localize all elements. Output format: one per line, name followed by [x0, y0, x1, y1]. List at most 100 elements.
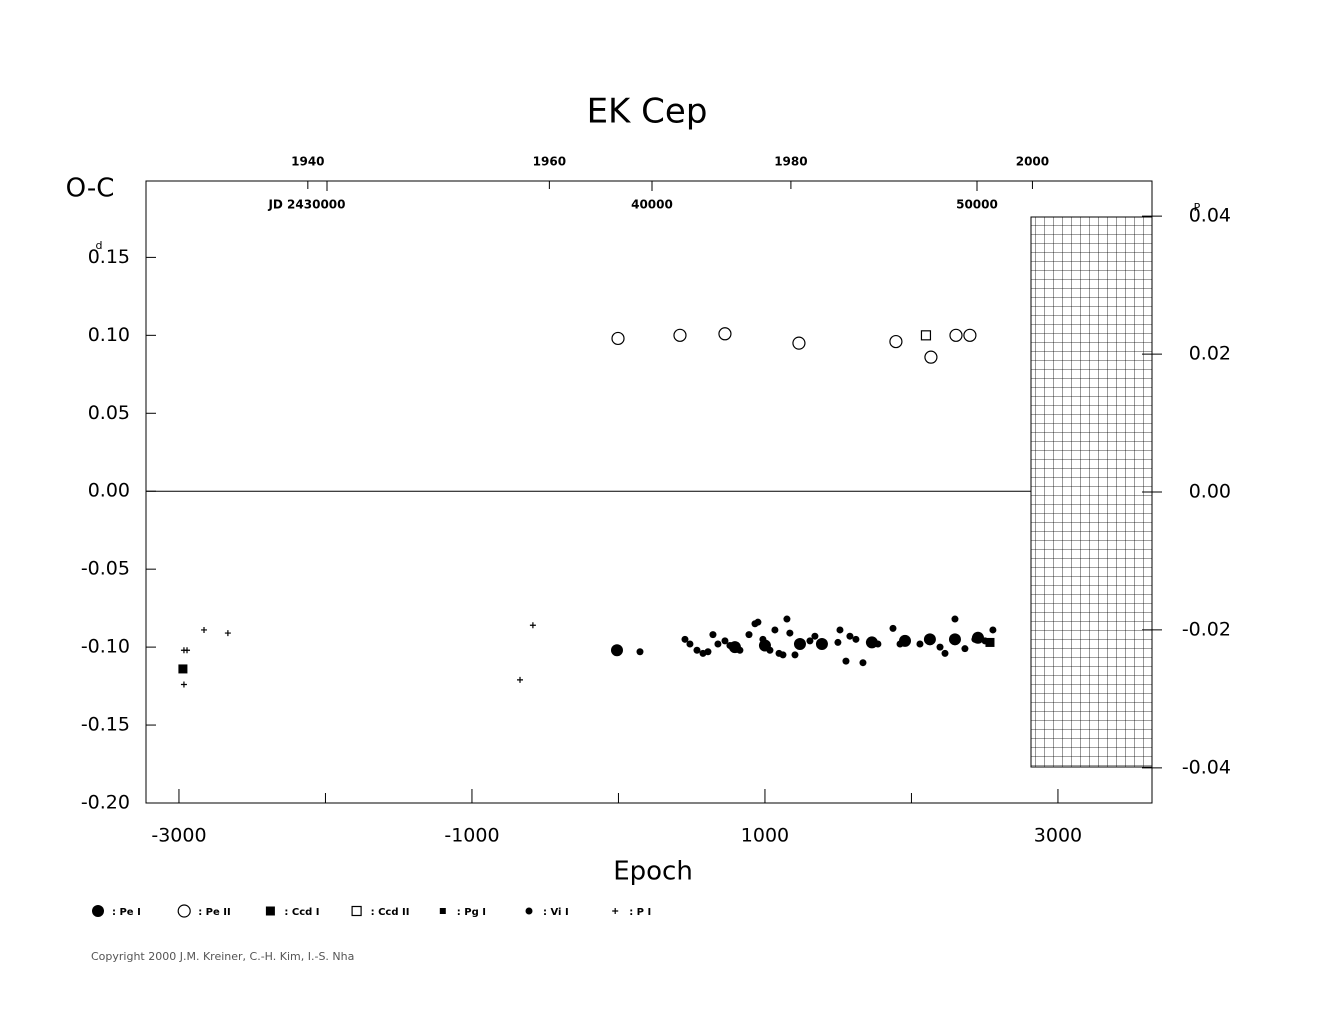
data-point [779, 651, 787, 659]
y-tick-label: -0.05 [81, 558, 130, 580]
legend-marker [265, 906, 275, 916]
legend-label: : P I [629, 907, 651, 918]
data-point [754, 618, 762, 626]
legend-marker [351, 905, 362, 917]
data-point [718, 327, 732, 341]
y-tick-label: 0.05 [88, 402, 130, 424]
year-tick-label: 1940 [291, 155, 324, 169]
y2-tick-label: -0.04 [1182, 756, 1231, 778]
y-tick-label: 0.15 [88, 246, 130, 268]
data-point [889, 624, 897, 632]
jd-tick-label: JD 2430000 [267, 198, 345, 212]
data-point [936, 643, 944, 651]
data-point [745, 631, 753, 639]
data-point [842, 657, 850, 665]
y2-tick-label: 0.02 [1189, 343, 1231, 365]
legend-label: : Pe I [112, 907, 141, 918]
y-tick-label: 0.10 [88, 324, 130, 346]
data-point [916, 640, 924, 648]
data-point [673, 328, 687, 342]
data-point [721, 637, 729, 645]
data-point [178, 664, 188, 674]
year-tick-label: 1960 [533, 155, 566, 169]
copyright: Copyright 2000 J.M. Kreiner, C.-H. Kim, … [91, 950, 354, 963]
data-point [806, 637, 814, 645]
data-point [517, 676, 524, 683]
y2-tick-label: 0.00 [1189, 481, 1231, 503]
data-point [852, 635, 860, 643]
legend-label: : Vi I [543, 907, 569, 918]
data-point [963, 328, 977, 342]
data-point [971, 635, 979, 643]
y-axis-label: O-C [66, 174, 115, 204]
legend-marker [612, 908, 619, 914]
data-point [811, 632, 819, 640]
legend-marker [92, 905, 104, 917]
data-point [896, 640, 904, 648]
data-point [681, 635, 689, 643]
legend-label: : Ccd II [371, 907, 410, 918]
data-point [815, 637, 828, 650]
jd-tick-label: 40000 [631, 198, 673, 212]
data-point [889, 334, 903, 349]
data-point [989, 626, 997, 634]
data-point [948, 633, 961, 646]
data-point [686, 640, 694, 648]
x-tick-label: -3000 [151, 825, 206, 847]
legend-label: : Ccd I [284, 907, 319, 918]
data-point [610, 644, 623, 657]
data-point [923, 633, 936, 646]
data-point [726, 642, 734, 650]
data-point [704, 648, 712, 656]
data-point [786, 629, 794, 637]
data-point [920, 330, 932, 341]
x-tick-label: 3000 [1034, 825, 1082, 847]
legend-marker [439, 908, 446, 914]
data-point [985, 637, 995, 647]
data-point [201, 626, 208, 633]
y-tick-label: -0.20 [81, 792, 130, 814]
data-point [714, 640, 722, 648]
y2-unit: P [1194, 201, 1201, 214]
data-point [792, 336, 806, 350]
data-point [981, 637, 989, 645]
data-point [834, 638, 842, 646]
chart-title: EK Cep [587, 92, 708, 132]
x-tick-label: -1000 [444, 825, 499, 847]
data-point [783, 615, 791, 623]
data-point [611, 331, 625, 346]
data-point [180, 681, 187, 688]
legend-label: : Pg I [457, 907, 486, 918]
y2-tick-label: -0.02 [1182, 618, 1231, 640]
data-point [693, 646, 701, 654]
data-point [924, 350, 938, 364]
data-point [961, 645, 969, 653]
legend-marker [177, 904, 191, 918]
y-tick-label: -0.10 [81, 636, 130, 658]
year-tick-label: 2000 [1016, 155, 1049, 169]
legend-label: : Pe II [198, 907, 231, 918]
data-point [766, 646, 774, 654]
y-tick-label: 0.00 [88, 480, 130, 502]
data-point [736, 646, 744, 654]
year-tick-label: 1980 [774, 155, 807, 169]
y2-tick-label: 0.04 [1189, 205, 1231, 227]
data-point [874, 640, 882, 648]
x-axis-label: Epoch [613, 857, 693, 887]
data-point [709, 631, 717, 639]
hatched-region [1030, 216, 1153, 768]
data-point [791, 651, 799, 659]
data-point [224, 630, 231, 637]
x-tick-label: 1000 [741, 825, 789, 847]
data-point [941, 649, 949, 657]
y-tick-label: -0.15 [81, 714, 130, 736]
data-point [771, 626, 779, 634]
legend-marker [525, 907, 533, 915]
data-point [759, 635, 767, 643]
data-point [184, 647, 191, 654]
data-point [949, 328, 963, 342]
data-point [846, 632, 854, 640]
y-unit: d [96, 239, 103, 252]
data-point [836, 626, 844, 634]
